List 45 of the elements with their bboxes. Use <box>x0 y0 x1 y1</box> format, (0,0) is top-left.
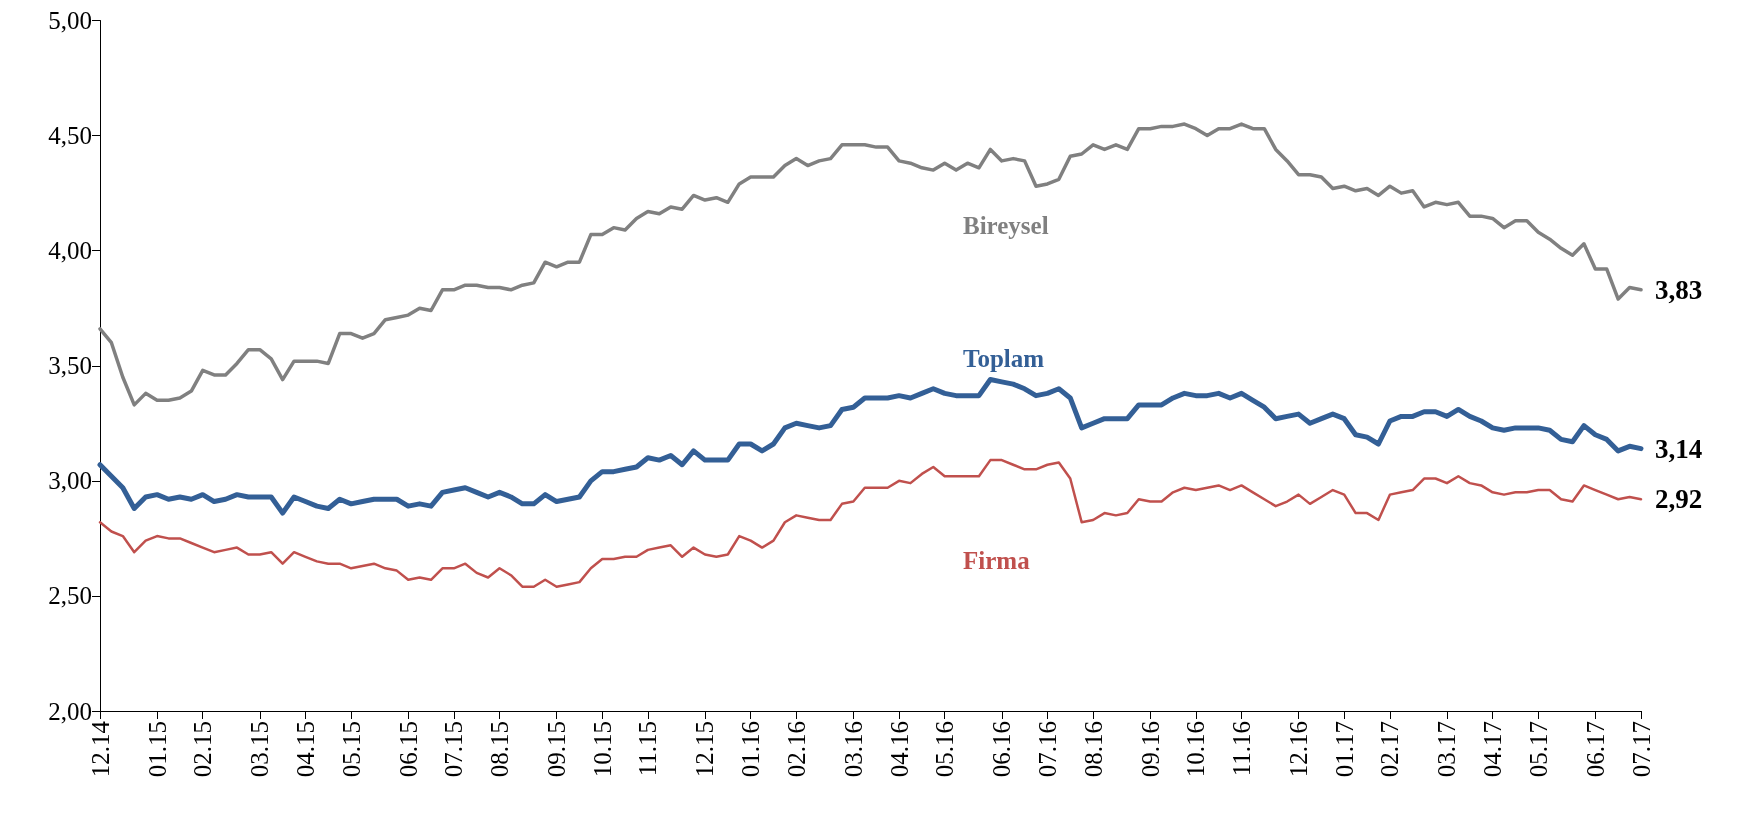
data-label: 3,14 <box>1655 433 1703 464</box>
x-tick-label: 03.15 <box>246 721 274 778</box>
x-tick-label: 02.15 <box>189 721 217 778</box>
x-tick-label: 11.15 <box>634 721 662 777</box>
x-tick-label: 07.17 <box>1627 721 1655 778</box>
x-tick-label: 01.15 <box>143 721 171 778</box>
x-tick-label: 12.15 <box>691 721 719 778</box>
data-label: 2,92 <box>1655 484 1703 515</box>
x-tick-label: 05.16 <box>931 721 959 778</box>
y-tick-label: 3,50 <box>48 352 92 380</box>
x-tick-label: 08.16 <box>1079 721 1107 778</box>
x-tick-label: 04.16 <box>885 721 913 778</box>
x-tick-label: 01.16 <box>737 721 765 778</box>
x-tick-label: 06.17 <box>1581 721 1609 778</box>
x-tick-label: 01.17 <box>1330 721 1358 778</box>
x-tick-label: 07.16 <box>1033 721 1061 778</box>
x-tick-label: 10.16 <box>1182 721 1210 778</box>
x-tick-label: 04.17 <box>1479 721 1507 778</box>
x-tick-label: 02.17 <box>1376 721 1404 778</box>
x-tick-label: 05.17 <box>1524 721 1552 778</box>
line-series <box>98 458 1643 588</box>
line-series <box>98 122 1643 407</box>
x-tick-label: 06.15 <box>394 721 422 778</box>
text: Firma <box>963 547 1031 574</box>
x-tick-label: 07.15 <box>440 721 468 778</box>
x-tick-label: 03.16 <box>839 721 867 778</box>
x-tick-label: 04.15 <box>291 721 319 778</box>
x-tick-label: 08.15 <box>486 721 514 778</box>
x-tick-label: 09.16 <box>1136 721 1164 778</box>
y-tick-label: 2,50 <box>48 582 92 610</box>
y-tick-label: 4,50 <box>48 122 92 150</box>
x-tick-label: 02.16 <box>782 721 810 778</box>
x-tick-label: 11.16 <box>1227 721 1255 777</box>
y-tick-label: 4,00 <box>48 237 92 265</box>
x-tick-label: 06.16 <box>988 721 1016 778</box>
x-tick-label: 12.16 <box>1285 721 1313 778</box>
x-tick-label: 10.15 <box>588 721 616 778</box>
x-tick-label: 09.15 <box>543 721 571 778</box>
x-tick-label: 05.15 <box>337 721 365 778</box>
y-tick-label: 3,00 <box>48 467 92 495</box>
x-tick-label: 03.17 <box>1433 721 1461 778</box>
series-label: Bireysel <box>963 212 1049 239</box>
series-label: Toplam <box>963 345 1045 372</box>
data-label: 3,83 <box>1655 274 1703 305</box>
y-tick-label: 5,00 <box>48 7 92 34</box>
